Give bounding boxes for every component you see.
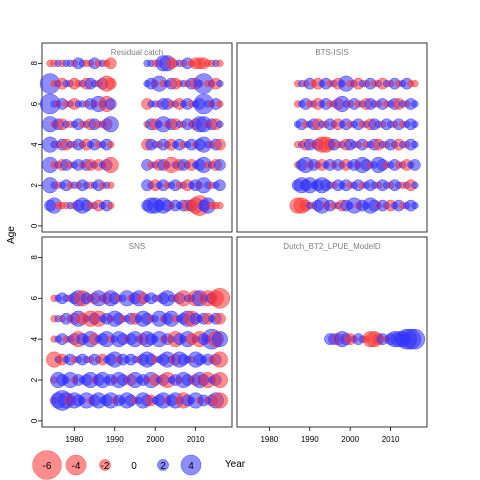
x-tick-label: 1990: [106, 435, 124, 444]
bubble: [216, 120, 224, 128]
bubble: [107, 140, 115, 149]
x-tick-label: 2010: [187, 435, 205, 444]
bubble: [216, 79, 224, 88]
panel-title: BTS-ISIS: [315, 48, 348, 57]
bubble: [411, 181, 419, 189]
panel-bts-isis: BTS-ISIS: [236, 42, 428, 233]
bubble: [411, 100, 419, 108]
bubble: [214, 312, 226, 325]
bubble: [209, 288, 231, 309]
legend-bubble: [32, 450, 62, 480]
bubble: [411, 201, 419, 210]
bubble: [107, 181, 115, 189]
x-tick-label: 1980: [260, 435, 278, 444]
bubble: [211, 351, 228, 368]
bubble: [104, 77, 117, 90]
bubble: [211, 371, 228, 389]
x-tick-label: 2000: [146, 435, 164, 444]
size-legend: -6 -4 -2 0 2 4: [32, 450, 202, 480]
bubble: [102, 116, 119, 133]
y-tick-label: 6: [30, 296, 39, 301]
y-tick-label: 2: [30, 377, 39, 382]
y-tick-label: 4: [30, 336, 39, 341]
panel-dutch-bt2-lpue-modeld: Dutch_BT2_LPUE_ModelD 1980 1990 2000 2010: [236, 236, 428, 444]
bubble: [216, 201, 224, 210]
bubble: [214, 179, 226, 192]
y-tick-label: 4: [30, 142, 39, 147]
legend-label: 4: [188, 461, 194, 472]
x-tick-label: 1980: [65, 435, 83, 444]
panel-title: SNS: [129, 242, 145, 251]
bubble: [411, 79, 419, 88]
bubble: [216, 59, 224, 67]
panel-residual-catch: Residual catch 0 2 4 6 8: [30, 42, 233, 233]
bubble: [211, 331, 228, 348]
bubble: [211, 392, 228, 409]
bubble: [104, 57, 117, 70]
legend-bubble: [99, 459, 111, 471]
y-tick-label: 0: [30, 223, 39, 228]
legend-label: -4: [72, 461, 81, 472]
y-tick-label: 8: [30, 61, 39, 66]
x-tick-label: 2000: [341, 435, 359, 444]
y-tick-label: 6: [30, 101, 39, 106]
panel-title: Dutch_BT2_LPUE_ModelD: [283, 242, 381, 251]
legend-label: 0: [131, 461, 137, 472]
bubble: [411, 140, 419, 149]
legend-bubble: [65, 454, 87, 476]
legend-label: -6: [43, 461, 52, 472]
panel-title: Residual catch: [111, 48, 163, 57]
bubble: [104, 98, 117, 110]
x-tick-label: 1990: [301, 435, 319, 444]
bubble: [411, 120, 419, 128]
y-axis-title: Age: [6, 226, 17, 244]
bubble: [409, 159, 421, 171]
bubble: [107, 201, 115, 210]
x-tick-label: 2010: [382, 435, 400, 444]
bubble: [214, 138, 226, 151]
x-axis-title: Year: [225, 459, 246, 470]
legend-label: -2: [101, 461, 110, 472]
legend-bubble: [180, 454, 202, 476]
bubble: [216, 100, 224, 108]
y-tick-label: 0: [30, 418, 39, 423]
bubble: [214, 159, 226, 171]
legend-bubble: [157, 459, 169, 471]
y-tick-label: 8: [30, 255, 39, 260]
legend-label: 2: [160, 461, 166, 472]
panel-sns: SNS 0 2 4 6 8 1980 1990 2000 2010: [30, 236, 233, 444]
y-tick-label: 2: [30, 182, 39, 187]
bubble: [404, 328, 426, 350]
bubble: [102, 156, 119, 173]
